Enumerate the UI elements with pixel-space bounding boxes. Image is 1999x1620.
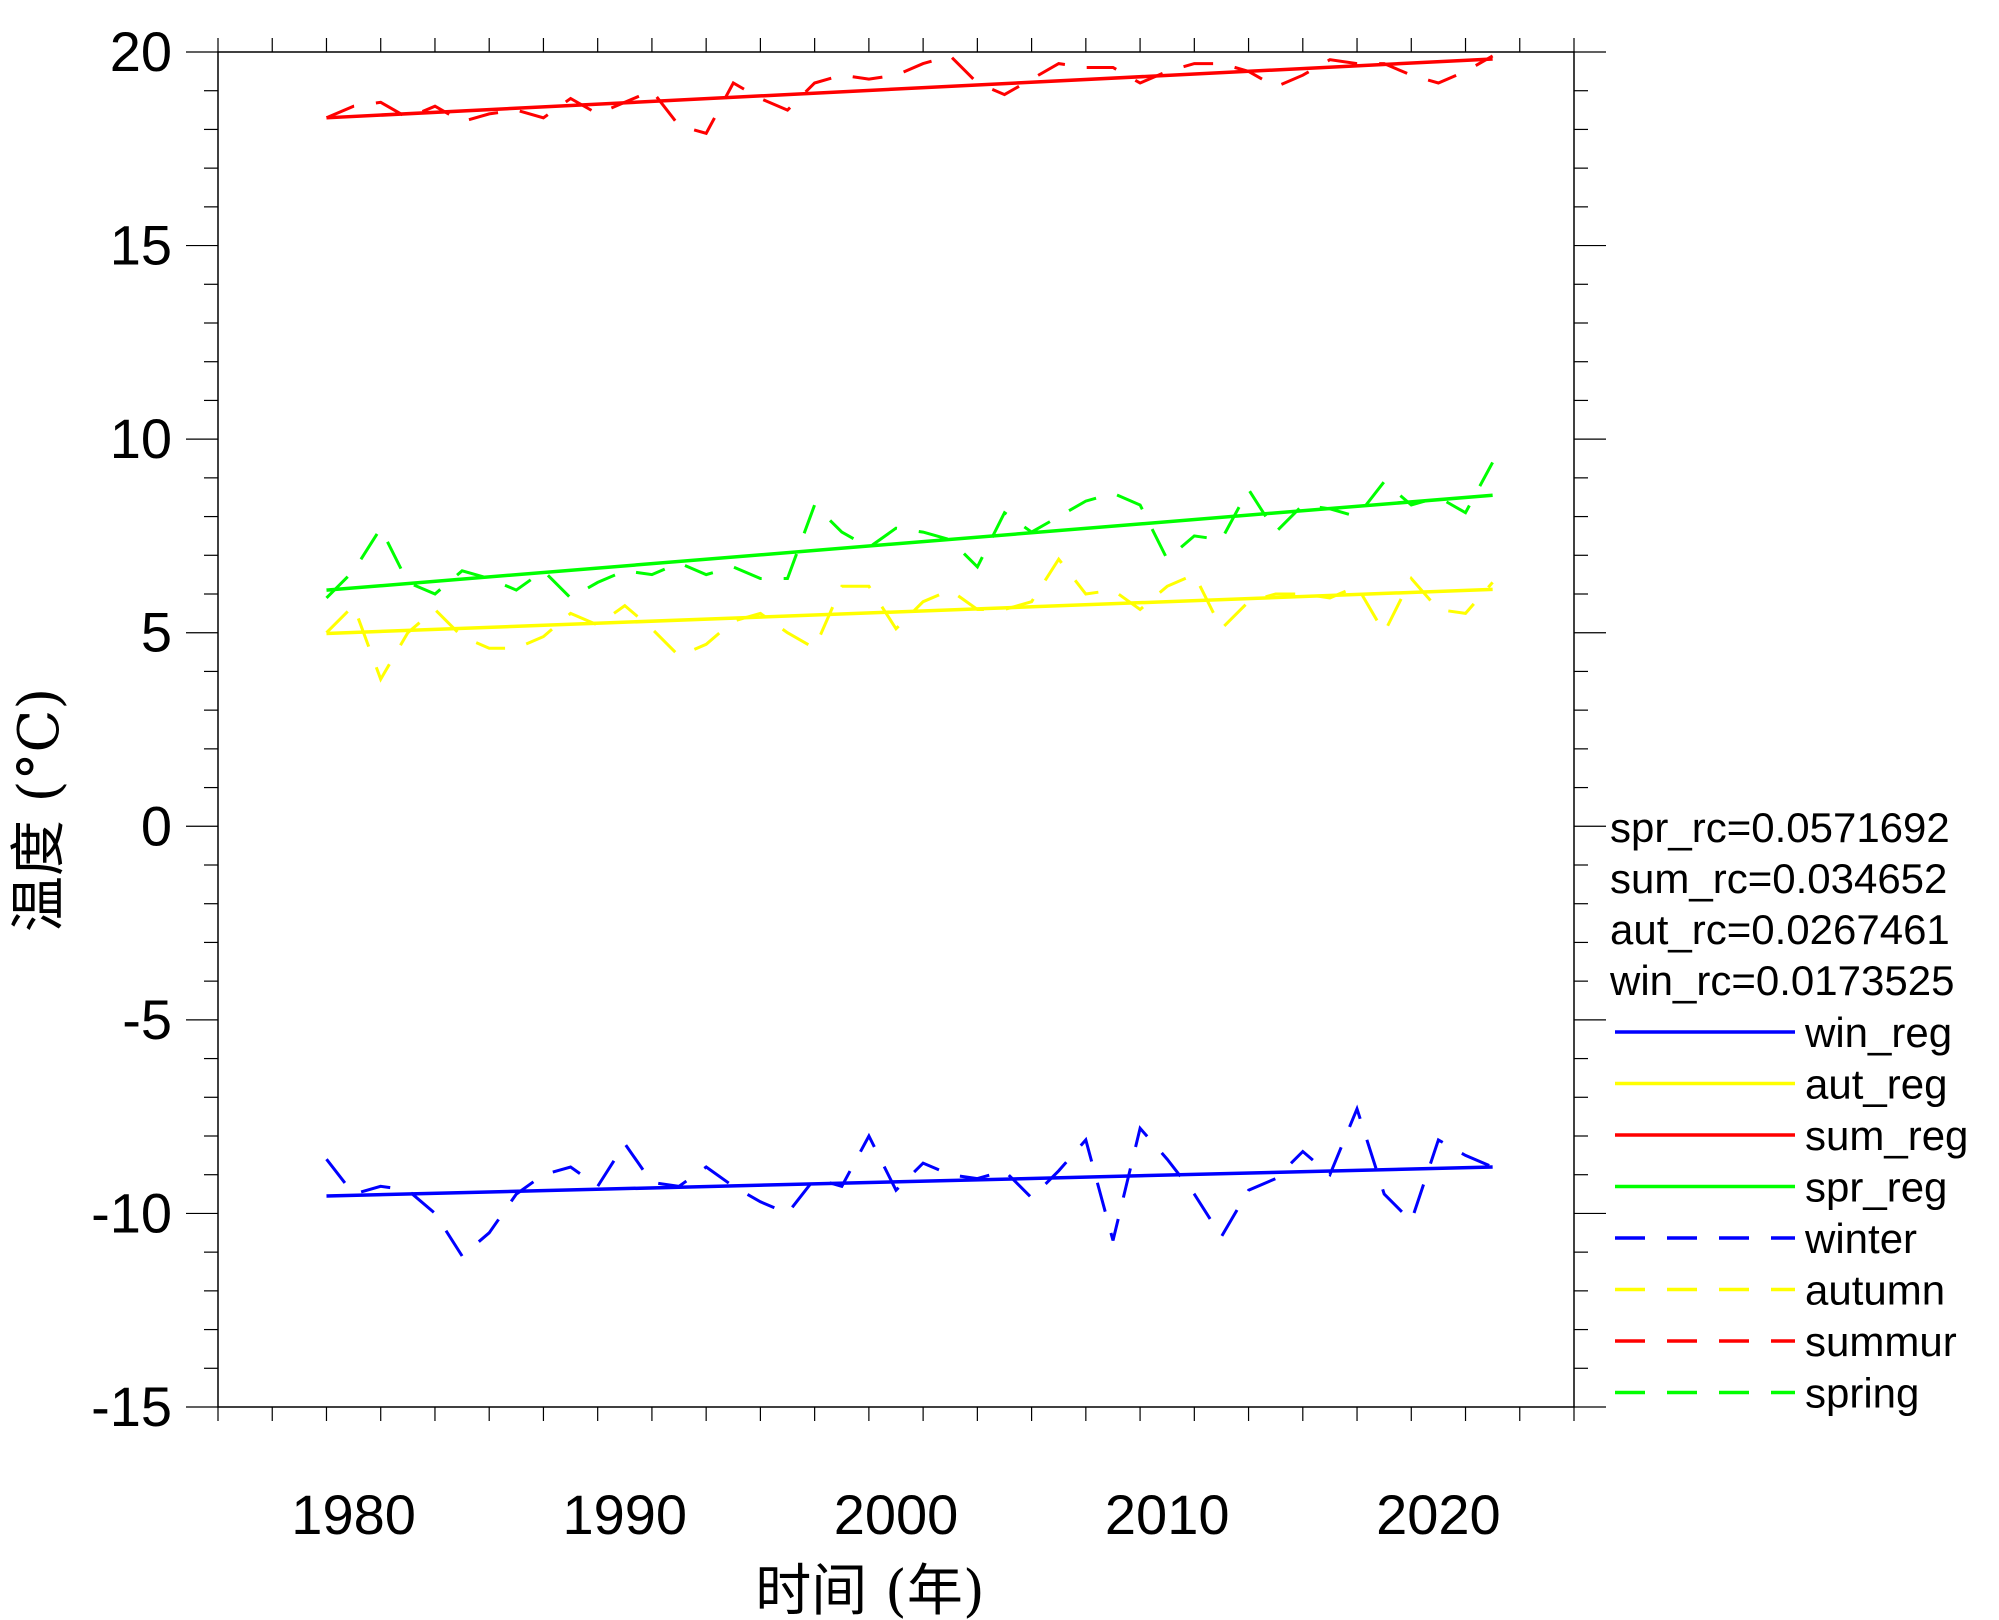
series-lines <box>325 54 1494 1259</box>
y-tick-label: 0 <box>141 794 172 857</box>
plot-border <box>217 51 1575 1408</box>
x-tick-label: 2000 <box>834 1483 959 1546</box>
y-tick-label: 5 <box>141 601 172 664</box>
regression-lines <box>326 57 1493 1198</box>
regression-spr_reg <box>326 493 1493 592</box>
x-axis-title: 时间 (年) <box>755 1559 985 1620</box>
legend-label-aut_reg: aut_reg <box>1805 1061 1947 1108</box>
x-tick-label: 2010 <box>1105 1483 1230 1546</box>
legend-label-spr_reg: spr_reg <box>1805 1164 1947 1211</box>
y-tick-label: -5 <box>122 988 172 1051</box>
legend-label-spring: spring <box>1805 1370 1919 1417</box>
y-tick-label: -10 <box>91 1181 172 1244</box>
plot-frame <box>217 51 1575 1408</box>
regression-aut_reg <box>326 587 1493 636</box>
series-summur <box>325 54 1494 136</box>
legend-coef-aut_rc: aut_rc=0.0267461 <box>1610 906 1950 953</box>
y-tick-label: -15 <box>91 1375 172 1438</box>
legend-label-autumn: autumn <box>1805 1267 1945 1314</box>
legend-coef-sum_rc: sum_rc=0.034652 <box>1610 855 1947 902</box>
legend-coef-spr_rc: spr_rc=0.0571692 <box>1610 804 1950 851</box>
y-axis-title: 温度 (°C) <box>7 688 72 932</box>
legend-label-summur: summur <box>1805 1318 1957 1365</box>
y-tick-label: 20 <box>110 20 172 83</box>
x-tick-label: 1990 <box>563 1483 688 1546</box>
legend-label-win_reg: win_reg <box>1804 1009 1952 1056</box>
y-tick-label: 10 <box>110 407 172 470</box>
x-tick-label: 2020 <box>1376 1483 1501 1546</box>
legend-label-winter: winter <box>1804 1215 1917 1262</box>
x-tick-label: 1980 <box>291 1483 416 1546</box>
x-axis-ticks: 1980 1990 2000 2010 2020 <box>217 38 1575 1546</box>
y-tick-label: 15 <box>110 214 172 277</box>
legend-coef-win_rc: win_rc=0.0173525 <box>1609 957 1954 1004</box>
legend-label-sum_reg: sum_reg <box>1805 1112 1968 1159</box>
regression-sum_reg <box>326 57 1493 120</box>
y-axis-ticks: 20 15 10 5 0 -5 -10 -15 <box>91 20 1606 1438</box>
regression-win_reg <box>326 1165 1493 1198</box>
legend: spr_rc=0.0571692sum_rc=0.034652aut_rc=0.… <box>1609 804 1968 1417</box>
